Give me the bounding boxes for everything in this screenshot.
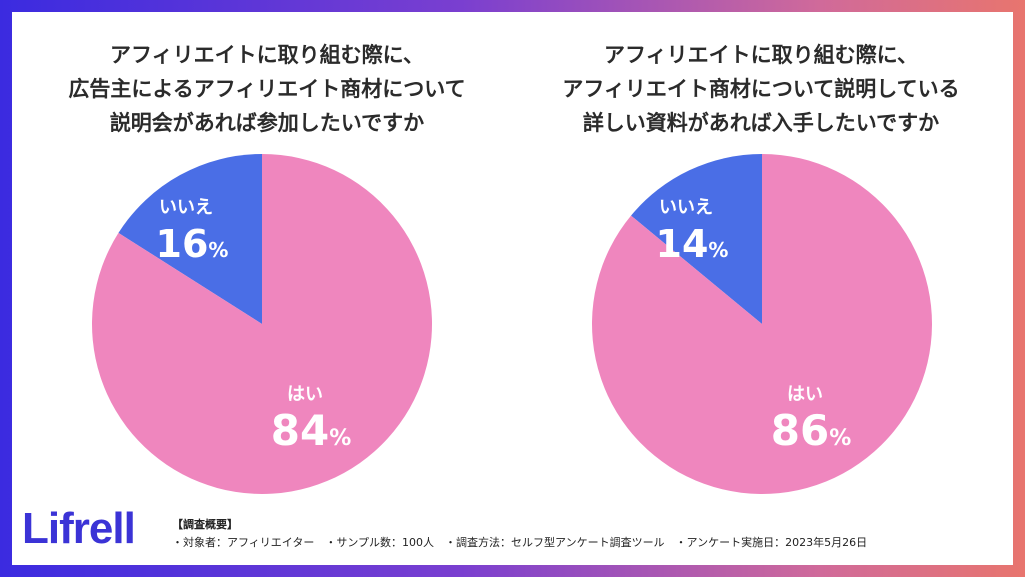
slice-label-no: いいえ <box>159 197 213 218</box>
survey-details: ・対象者：アフィリエイター ・サンプル数：100人 ・調査方法：セルフ型アンケー… <box>172 536 868 549</box>
survey-summary: 【調査概要】 ・対象者：アフィリエイター ・サンプル数：100人 ・調査方法：セ… <box>172 516 867 552</box>
slice-value-yes: 86% <box>771 406 852 455</box>
infographic-card: アフィリエイトに取り組む際に、 広告主によるアフィリエイト商材について 説明会が… <box>12 12 1013 565</box>
slice-label-yes: はい <box>787 384 823 405</box>
survey-heading: 【調査概要】 <box>172 518 238 531</box>
slice-value-yes: 84% <box>271 406 352 455</box>
slice-no <box>631 154 762 324</box>
lifrell-logo: Lifrell <box>22 504 136 553</box>
slice-value-no: 14% <box>656 222 729 266</box>
slice-yes <box>91 154 432 494</box>
slice-label-no: いいえ <box>659 197 713 218</box>
slice-value-no: 16% <box>156 222 229 266</box>
chart-title-left: アフィリエイトに取り組む際に、 広告主によるアフィリエイト商材について 説明会が… <box>68 43 466 135</box>
slice-label-yes: はい <box>287 384 323 405</box>
slice-yes <box>592 154 932 495</box>
chart-title-right: アフィリエイトに取り組む際に、 アフィリエイト商材について説明している 詳しい資… <box>562 43 960 135</box>
slice-no <box>118 154 262 324</box>
